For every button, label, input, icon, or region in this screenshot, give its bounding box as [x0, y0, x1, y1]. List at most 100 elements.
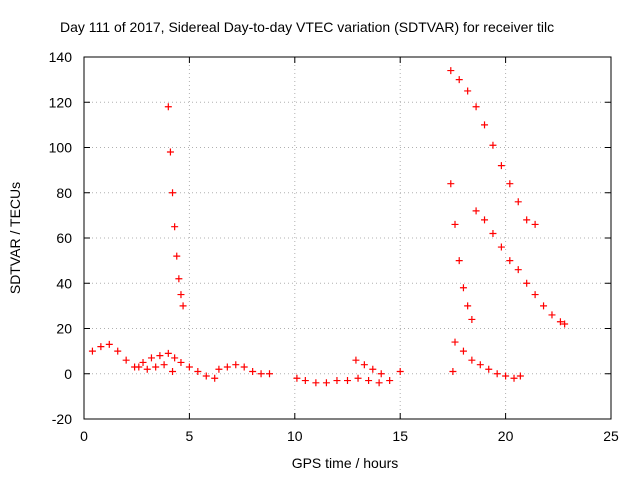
data-point — [459, 347, 467, 355]
data-point — [232, 361, 240, 369]
data-point — [481, 216, 489, 224]
data-point — [472, 103, 480, 111]
y-tick-label: 140 — [49, 49, 73, 65]
series-late-low — [293, 367, 404, 387]
data-point — [143, 365, 151, 373]
data-point — [152, 363, 160, 371]
grid-lines — [84, 57, 611, 419]
data-point — [485, 365, 493, 373]
data-point — [489, 229, 497, 237]
data-point — [540, 302, 548, 310]
data-point — [514, 266, 522, 274]
data-point — [360, 361, 368, 369]
data-point — [202, 372, 210, 380]
data-point — [523, 279, 531, 287]
data-point — [561, 320, 569, 328]
series-mid-bump — [352, 356, 385, 378]
y-axis-label: SDTVAR / TECUs — [7, 182, 23, 294]
series-tail-low — [451, 338, 524, 382]
data-point — [464, 87, 472, 95]
x-tick-label: 15 — [392, 428, 408, 444]
series-long-decline — [447, 67, 539, 228]
data-point — [169, 189, 177, 197]
data-point — [257, 370, 265, 378]
series-rise-17h — [447, 180, 476, 323]
data-point — [266, 370, 274, 378]
data-point — [122, 356, 130, 364]
x-tick-label: 20 — [498, 428, 514, 444]
data-point — [531, 291, 539, 299]
data-point — [301, 377, 309, 385]
data-point — [171, 354, 179, 362]
y-tick-label: 100 — [49, 140, 73, 156]
data-point — [333, 377, 341, 385]
data-point — [386, 377, 394, 385]
x-tick-label: 5 — [186, 428, 194, 444]
series-decline-2 — [472, 207, 569, 328]
data-point — [211, 374, 219, 382]
y-tick-label: 20 — [56, 321, 72, 337]
data-point — [147, 354, 155, 362]
data-point — [514, 198, 522, 206]
data-point — [455, 257, 463, 265]
y-tick-label: 60 — [56, 230, 72, 246]
data-point — [354, 374, 362, 382]
data-point — [223, 363, 231, 371]
data-point — [468, 315, 476, 323]
data-point — [194, 367, 202, 375]
data-point — [365, 377, 373, 385]
y-tick-label: 120 — [49, 94, 73, 110]
y-tick-label: 80 — [56, 185, 72, 201]
data-point — [175, 275, 183, 283]
data-point — [169, 367, 177, 375]
data-point — [497, 162, 505, 170]
data-point — [548, 311, 556, 319]
y-tick-label: -20 — [52, 411, 72, 427]
data-point — [249, 367, 257, 375]
data-point — [506, 180, 514, 188]
data-point — [556, 318, 564, 326]
data-point — [396, 367, 404, 375]
data-point — [160, 361, 168, 369]
data-point — [173, 252, 181, 260]
data-point — [493, 370, 501, 378]
data-point — [344, 377, 351, 385]
data-point — [481, 121, 489, 129]
data-point — [377, 370, 385, 378]
data-point — [489, 141, 497, 149]
x-tick-label: 0 — [80, 428, 88, 444]
x-axis-label: GPS time / hours — [292, 455, 399, 471]
y-axis: -20 0 20 40 60 80 100 120 140 — [49, 49, 611, 427]
data-point — [97, 343, 105, 351]
data-point — [451, 220, 459, 228]
data-point — [369, 365, 377, 373]
data-point — [464, 302, 472, 310]
data-point — [312, 379, 320, 387]
data-point — [135, 363, 143, 371]
y-tick-label: 40 — [56, 275, 72, 291]
data-point — [455, 76, 463, 84]
data-point — [451, 338, 459, 346]
data-point — [215, 365, 223, 373]
data-point — [516, 372, 524, 380]
x-tick-label: 25 — [603, 428, 619, 444]
data-point — [375, 379, 383, 387]
data-point — [88, 347, 96, 355]
data-point — [352, 356, 360, 364]
data-point — [185, 363, 193, 371]
chart-title: Day 111 of 2017, Sidereal Day-to-day VTE… — [60, 19, 554, 35]
data-point — [240, 363, 248, 371]
data-point — [449, 367, 457, 375]
data-point — [502, 372, 510, 380]
data-point — [531, 220, 539, 228]
data-point — [166, 148, 174, 156]
data-point — [497, 243, 505, 251]
data-point — [447, 180, 455, 188]
data-point — [510, 374, 518, 382]
data-point — [293, 374, 301, 382]
data-point — [459, 284, 467, 292]
data-point — [322, 379, 330, 387]
data-point — [177, 358, 185, 366]
data-point — [164, 349, 172, 357]
